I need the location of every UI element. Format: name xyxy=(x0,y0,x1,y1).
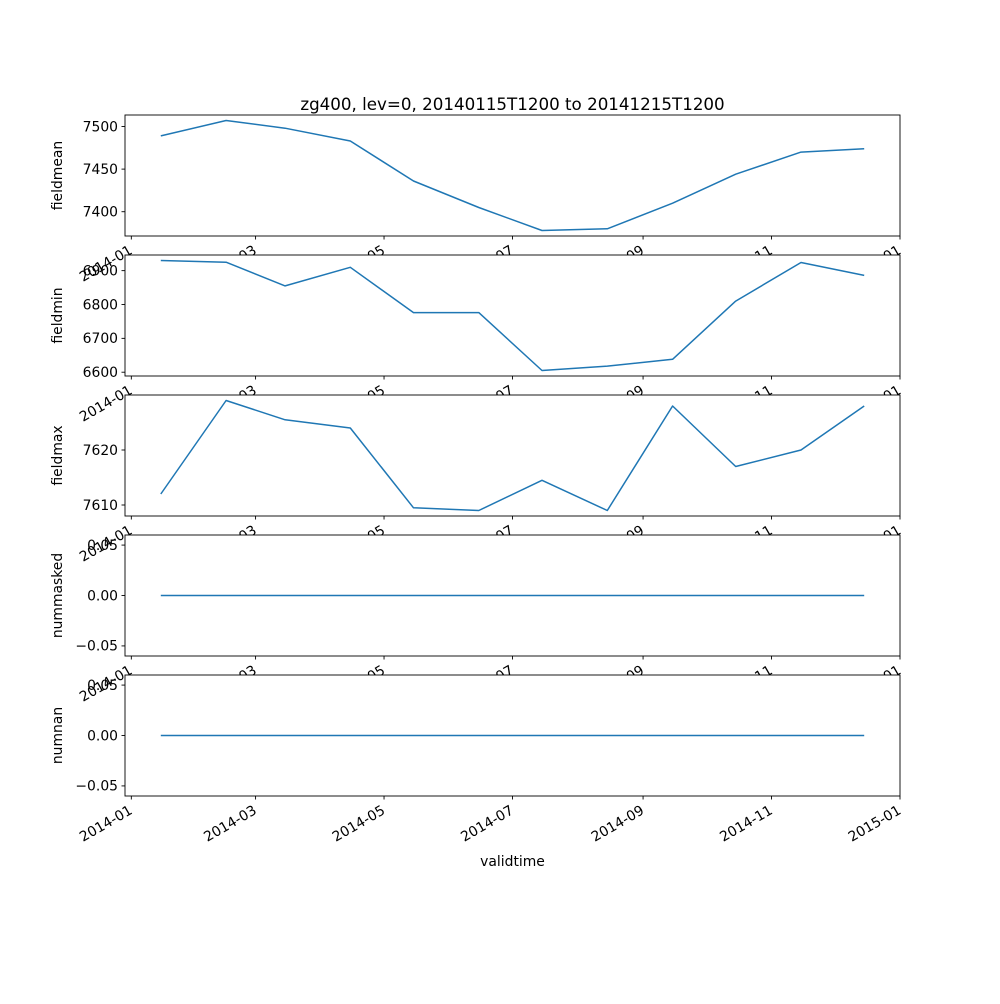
y-tick-label: 7610 xyxy=(83,498,118,514)
y-tick-label: 7620 xyxy=(83,443,118,459)
x-tick-label: 2014-07 xyxy=(458,803,516,846)
y-axis-label-fieldmax: fieldmax xyxy=(50,425,66,485)
y-tick-label: 7450 xyxy=(83,162,118,178)
x-tick-label: 2014-03 xyxy=(201,803,259,846)
y-tick-label: 0.05 xyxy=(87,538,118,554)
x-tick-label: 2014-05 xyxy=(330,803,388,846)
y-tick-label: 0.00 xyxy=(87,588,118,604)
chart-root: 7400 7450 7500 fieldmean 2014-01 2014-03 2014-… xyxy=(50,114,904,846)
y-axis-label-numnan: numnan xyxy=(50,707,66,764)
y-tick-label: 6700 xyxy=(83,331,118,347)
y-axis-label-fieldmean: fieldmean xyxy=(50,141,66,210)
axes-frame xyxy=(124,114,901,237)
y-tick-label: 0.05 xyxy=(87,678,118,694)
y-tick-label: −0.05 xyxy=(75,779,118,795)
y-axis-label-nummasked: nummasked xyxy=(50,553,66,638)
y-tick-label: 7400 xyxy=(83,205,118,221)
subplot-numnan: −0.05 0.00 0.05 numnan 2014-01 2014-03 2014-05… xyxy=(50,674,904,846)
line-fieldmean xyxy=(160,119,865,232)
axes-frame xyxy=(124,394,901,517)
y-tick-label: −0.05 xyxy=(75,639,118,655)
x-tick-label: 2014-09 xyxy=(589,803,647,846)
axes-frame xyxy=(124,254,901,377)
y-tick-label: 6900 xyxy=(83,263,118,279)
x-tick-label: 2014-01 xyxy=(77,803,135,846)
y-tick-label: 6600 xyxy=(83,365,118,381)
x-axis-label: validtime xyxy=(480,854,545,870)
x-tick-label: 2015-01 xyxy=(846,803,904,846)
y-tick-label: 6800 xyxy=(83,297,118,313)
y-axis-label-fieldmin: fieldmin xyxy=(50,287,66,343)
line-fieldmax xyxy=(160,399,865,512)
line-fieldmin xyxy=(160,259,865,372)
y-tick-label: 0.00 xyxy=(87,728,118,744)
y-tick-label: 7500 xyxy=(83,119,118,135)
chart-title: zg400, lev=0, 20140115T1200 to 20141215T… xyxy=(300,94,724,114)
x-tick-label: 2014-11 xyxy=(717,803,775,846)
